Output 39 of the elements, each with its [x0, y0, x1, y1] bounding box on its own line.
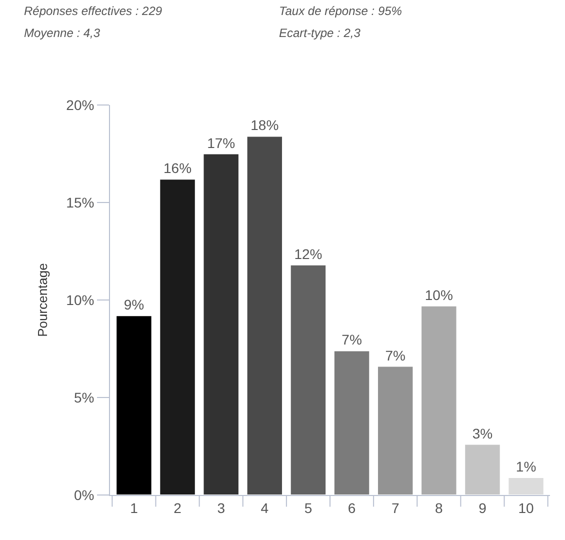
y-tick-label: 0% [74, 486, 94, 503]
x-tick-label: 8 [435, 500, 444, 516]
y-axis-title: Pourcentage [35, 263, 50, 337]
y-tick-label: 5% [74, 389, 94, 406]
x-tick-label: 6 [348, 500, 356, 516]
bar [376, 366, 414, 495]
data-label: 18% [250, 117, 279, 134]
data-label: 7% [342, 332, 362, 348]
data-label: 7% [385, 347, 406, 364]
data-label: 17% [207, 134, 236, 151]
bar [246, 136, 284, 495]
x-tick-label: 4 [260, 500, 269, 516]
bar [159, 178, 196, 495]
text: Taux de réponse : 95% [279, 4, 402, 18]
x-tick-label: 1 [130, 500, 138, 516]
data-label: 10% [424, 286, 453, 303]
x-tick-label: 3 [217, 500, 226, 516]
x-tick-label: 9 [478, 500, 487, 516]
x-tick-label: 2 [174, 500, 182, 516]
bar [290, 264, 327, 495]
x-tick-label: 10 [518, 500, 534, 516]
data-label: 3% [472, 425, 493, 442]
data-label: 16% [164, 160, 192, 176]
y-tick-label: 15% [66, 194, 94, 210]
bar [116, 315, 152, 495]
data-label: 1% [516, 458, 536, 474]
text: Moyenne : 4,3 [24, 26, 100, 40]
y-tick-label: 10% [66, 292, 94, 308]
data-label: 12% [294, 246, 322, 262]
x-tick-label: 7 [391, 500, 400, 516]
text: Réponses effectives : 229 [24, 4, 162, 18]
bar [508, 476, 544, 495]
x-tick-label: 5 [304, 500, 312, 516]
bar [202, 153, 240, 495]
y-tick-label: 20% [66, 96, 94, 113]
text: Ecart-type : 2,3 [279, 26, 361, 40]
bar [333, 350, 370, 495]
data-label: 9% [124, 296, 144, 313]
bar [420, 305, 458, 495]
